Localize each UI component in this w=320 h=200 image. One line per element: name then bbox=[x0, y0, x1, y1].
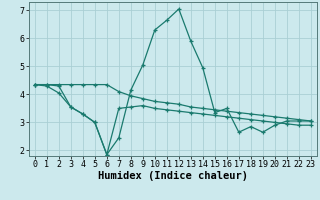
X-axis label: Humidex (Indice chaleur): Humidex (Indice chaleur) bbox=[98, 171, 248, 181]
